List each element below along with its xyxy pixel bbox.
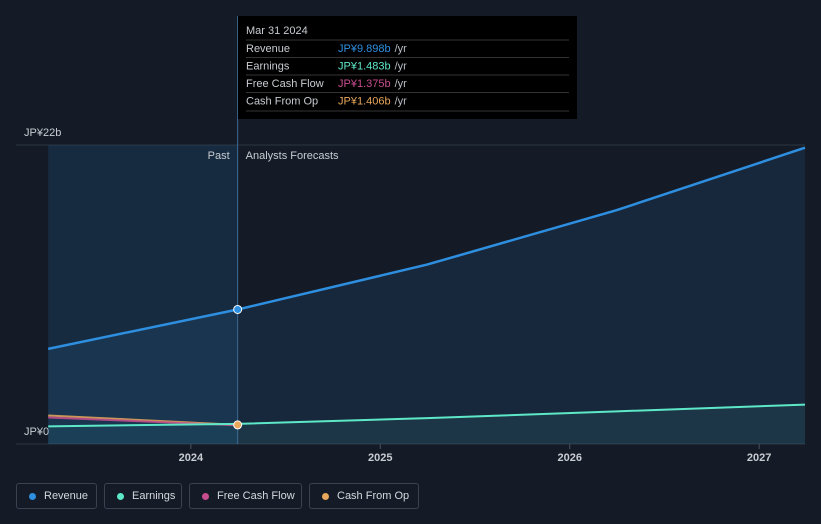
highlight-point — [233, 420, 243, 430]
legend-item[interactable]: Revenue — [16, 483, 97, 509]
forecast-label: Analysts Forecasts — [246, 150, 339, 162]
tooltip-suffix: /yr — [395, 60, 408, 72]
tooltip-value-text: JP¥1.483b — [338, 60, 391, 72]
x-tick-label: 2027 — [747, 452, 771, 464]
x-tick-label: 2026 — [557, 452, 581, 464]
tooltip-value: JP¥9.898b/yr — [338, 43, 407, 55]
legend-item[interactable]: Earnings — [104, 483, 182, 509]
x-tick-label: 2024 — [179, 452, 204, 464]
y-tick-label: JP¥22b — [24, 127, 61, 139]
tooltip-label: Free Cash Flow — [246, 78, 324, 90]
tooltip-suffix: /yr — [395, 78, 408, 90]
legend-item[interactable]: Cash From Op — [309, 483, 419, 509]
legend-label: Revenue — [44, 490, 89, 502]
past-region — [48, 145, 238, 444]
legend-swatch — [117, 493, 124, 500]
tooltip-value-text: JP¥9.898b — [338, 43, 391, 55]
tooltip-label: Cash From Op — [246, 95, 318, 107]
tooltip-date: Mar 31 2024 — [246, 25, 308, 37]
x-tick-label: 2025 — [368, 452, 392, 464]
legend-label: Cash From Op — [337, 490, 410, 502]
legend-label: Free Cash Flow — [217, 490, 295, 502]
legend-item[interactable]: Free Cash Flow — [189, 483, 302, 509]
tooltip-value-text: JP¥1.406b — [338, 95, 391, 107]
series-line — [47, 146, 806, 351]
tooltip-label: Earnings — [246, 60, 290, 72]
series-line — [48, 403, 806, 428]
tooltip-box — [238, 16, 577, 119]
tooltip-suffix: /yr — [395, 43, 408, 55]
tooltip-suffix: /yr — [395, 95, 408, 107]
tooltip-label: Revenue — [246, 43, 290, 55]
legend-swatch — [322, 493, 329, 500]
tooltip: Mar 31 2024 Revenue JP¥9.898b/yr Earnings JP… — [238, 16, 577, 119]
legend-swatch — [29, 493, 36, 500]
legend-swatch — [202, 493, 209, 500]
tooltip-value: JP¥1.406b/yr — [338, 95, 407, 107]
y-tick-label: JP¥0 — [24, 426, 49, 438]
tooltip-value: JP¥1.375b/yr — [338, 78, 407, 90]
legend-label: Earnings — [132, 490, 176, 502]
tooltip-value-text: JP¥1.375b — [338, 78, 391, 90]
tooltip-value: JP¥1.483b/yr — [338, 60, 407, 72]
highlight-point — [233, 304, 243, 314]
past-label: Past — [208, 150, 230, 162]
